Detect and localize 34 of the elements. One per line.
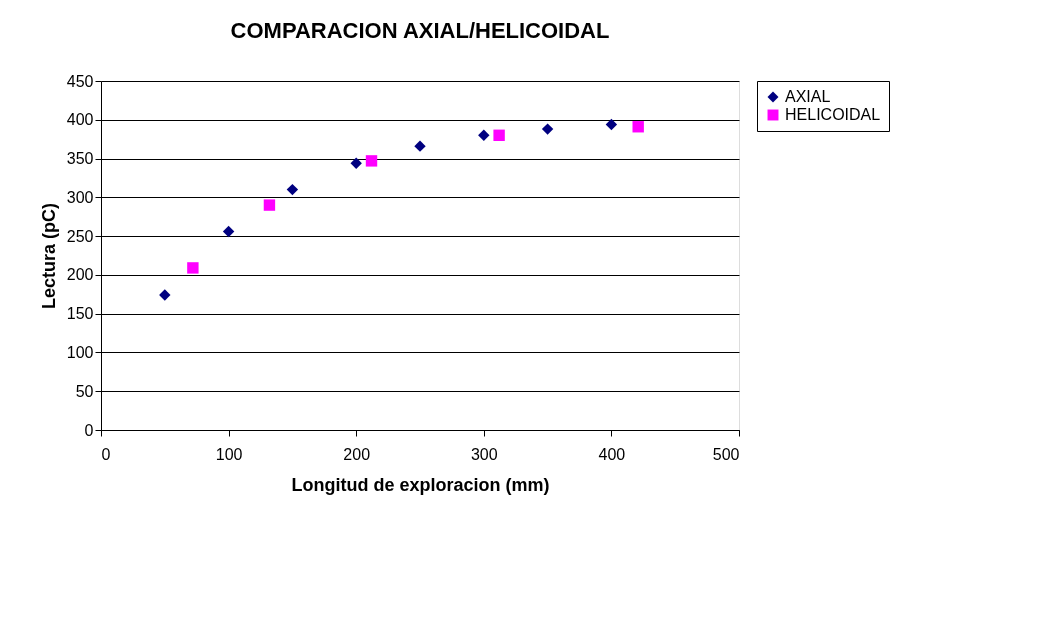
y-tick-label: 400 xyxy=(66,111,94,129)
y-tick-label: 450 xyxy=(66,72,94,90)
x-tick-label: 0 xyxy=(101,445,111,463)
x-tick-label: 300 xyxy=(470,445,498,463)
point xyxy=(541,123,554,135)
x-tick-label: 200 xyxy=(343,445,371,463)
point xyxy=(159,289,171,301)
y-tick-label: 50 xyxy=(75,382,94,400)
y-axis-title: Lectura (pC) xyxy=(38,202,59,310)
x-tick-label: 500 xyxy=(712,445,740,463)
point xyxy=(187,262,199,274)
y-tick-label: 200 xyxy=(66,266,94,284)
y-tick-label: 250 xyxy=(66,227,94,245)
legend-label: HELICOIDAL xyxy=(785,106,881,123)
x-tick-label: 100 xyxy=(215,445,243,463)
point xyxy=(478,129,490,141)
chart-title: COMPARACION AXIAL/HELICOIDAL xyxy=(230,18,610,43)
y-tick-label: 300 xyxy=(66,188,94,206)
point xyxy=(493,129,505,141)
legend-label: AXIAL xyxy=(785,88,831,105)
y-tick-label: 100 xyxy=(66,343,94,361)
y-tick-label: 150 xyxy=(66,305,94,323)
x-axis-title: Longitud de exploracion (mm) xyxy=(291,474,550,495)
point xyxy=(263,199,276,211)
point xyxy=(222,225,235,238)
point xyxy=(365,155,378,167)
point xyxy=(286,183,299,196)
y-tick-label: 0 xyxy=(84,421,94,439)
point xyxy=(414,140,426,152)
y-tick-label: 350 xyxy=(66,150,94,168)
point xyxy=(350,157,362,169)
point xyxy=(605,118,618,131)
x-tick-label: 400 xyxy=(598,445,626,463)
point xyxy=(632,121,644,133)
